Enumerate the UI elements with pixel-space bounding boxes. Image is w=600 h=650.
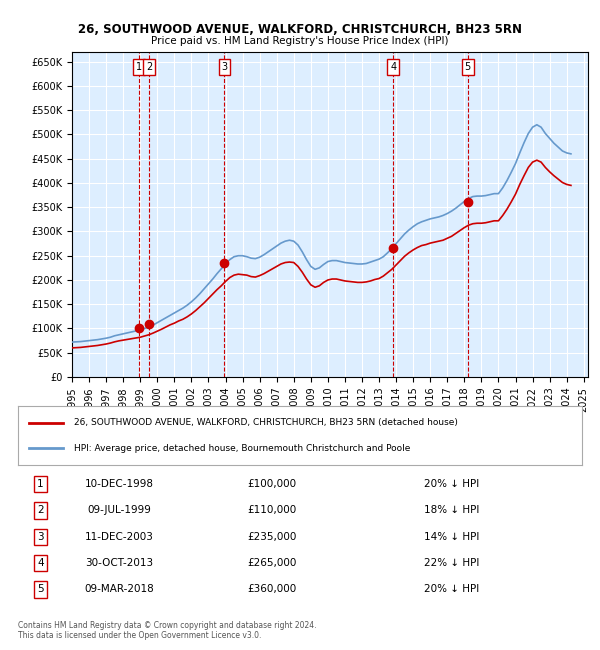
Text: Contains HM Land Registry data © Crown copyright and database right 2024.: Contains HM Land Registry data © Crown c… [18, 621, 317, 630]
Text: Price paid vs. HM Land Registry's House Price Index (HPI): Price paid vs. HM Land Registry's House … [151, 36, 449, 46]
Text: 1: 1 [37, 479, 44, 489]
Text: 26, SOUTHWOOD AVENUE, WALKFORD, CHRISTCHURCH, BH23 5RN: 26, SOUTHWOOD AVENUE, WALKFORD, CHRISTCH… [78, 23, 522, 36]
Text: 20% ↓ HPI: 20% ↓ HPI [424, 584, 479, 594]
Text: £110,000: £110,000 [247, 506, 296, 515]
Text: £100,000: £100,000 [247, 479, 296, 489]
Text: 1: 1 [136, 62, 142, 72]
Text: 20% ↓ HPI: 20% ↓ HPI [424, 479, 479, 489]
Text: £265,000: £265,000 [247, 558, 296, 568]
Text: 14% ↓ HPI: 14% ↓ HPI [424, 532, 479, 541]
Text: £235,000: £235,000 [247, 532, 296, 541]
Text: 22% ↓ HPI: 22% ↓ HPI [424, 558, 479, 568]
Text: 3: 3 [221, 62, 227, 72]
Text: 2: 2 [146, 62, 152, 72]
Text: 26, SOUTHWOOD AVENUE, WALKFORD, CHRISTCHURCH, BH23 5RN (detached house): 26, SOUTHWOOD AVENUE, WALKFORD, CHRISTCH… [74, 418, 458, 427]
Text: 5: 5 [37, 584, 44, 594]
Text: 5: 5 [464, 62, 470, 72]
Text: 30-OCT-2013: 30-OCT-2013 [85, 558, 154, 568]
Text: 2: 2 [37, 506, 44, 515]
Text: 09-MAR-2018: 09-MAR-2018 [85, 584, 154, 594]
Text: 4: 4 [37, 558, 44, 568]
Text: 18% ↓ HPI: 18% ↓ HPI [424, 506, 479, 515]
Text: This data is licensed under the Open Government Licence v3.0.: This data is licensed under the Open Gov… [18, 630, 262, 640]
Text: 3: 3 [37, 532, 44, 541]
Text: 09-JUL-1999: 09-JUL-1999 [88, 506, 151, 515]
Text: £360,000: £360,000 [247, 584, 296, 594]
Text: HPI: Average price, detached house, Bournemouth Christchurch and Poole: HPI: Average price, detached house, Bour… [74, 444, 411, 453]
Text: 11-DEC-2003: 11-DEC-2003 [85, 532, 154, 541]
Text: 4: 4 [390, 62, 396, 72]
Text: 10-DEC-1998: 10-DEC-1998 [85, 479, 154, 489]
